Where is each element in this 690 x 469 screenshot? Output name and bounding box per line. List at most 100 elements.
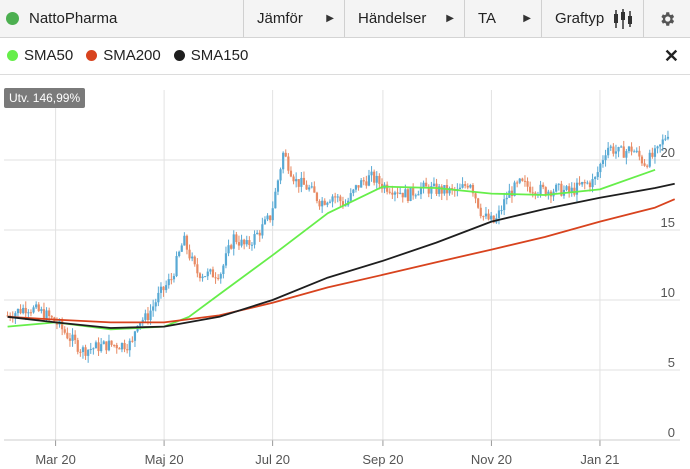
- candle-up: [417, 194, 420, 196]
- candle-up: [360, 180, 363, 188]
- candle-down: [188, 249, 191, 259]
- candle-up: [279, 169, 282, 181]
- candle-down: [471, 185, 475, 194]
- candle-down: [560, 183, 563, 196]
- candle-up: [100, 344, 103, 352]
- candle-up: [627, 146, 631, 152]
- candle-up: [664, 138, 667, 140]
- instrument-title-cell[interactable]: NattoPharma: [0, 0, 244, 37]
- candle-down: [477, 198, 480, 208]
- settings-button[interactable]: [644, 0, 689, 37]
- candle-down: [516, 182, 519, 184]
- candle-down: [646, 165, 649, 167]
- candle-down: [323, 200, 326, 205]
- gear-icon: [660, 11, 674, 26]
- candle-down: [622, 146, 625, 158]
- candle-up: [331, 196, 334, 202]
- y-tick-label: 20: [661, 145, 675, 160]
- candle-up: [458, 187, 462, 190]
- candle-down: [412, 187, 415, 196]
- candle-up: [308, 187, 311, 190]
- events-menu[interactable]: Händelser ▶: [345, 0, 465, 37]
- candle-up: [591, 179, 594, 188]
- candle-up: [633, 151, 636, 153]
- candle-down: [110, 340, 113, 345]
- candle-up: [594, 177, 597, 180]
- candle-up: [253, 234, 256, 245]
- candle-up: [219, 274, 222, 279]
- candle-up: [432, 183, 436, 186]
- x-tick-label: Sep 20: [362, 452, 403, 467]
- candle-down: [131, 340, 134, 342]
- candle-down: [492, 215, 495, 223]
- candle-down: [313, 186, 316, 193]
- candle-up: [648, 152, 651, 167]
- series-line-sma200: [7, 198, 676, 324]
- candle-down: [118, 348, 121, 350]
- candle-down: [362, 180, 365, 182]
- candle-down: [529, 186, 532, 193]
- candle-up: [601, 160, 605, 165]
- candle-down: [198, 273, 202, 279]
- triangle-right-icon: ▶: [446, 13, 454, 24]
- candle-up: [469, 185, 472, 188]
- candle-up: [352, 189, 355, 194]
- candle-up: [191, 256, 194, 259]
- x-tick-label: Mar 20: [35, 452, 75, 467]
- candle-down: [50, 316, 53, 318]
- ta-menu-label: TA: [478, 10, 497, 27]
- candle-down: [334, 196, 337, 198]
- candle-up: [180, 245, 183, 252]
- close-icon[interactable]: ✕: [663, 46, 679, 66]
- candle-up: [321, 200, 324, 207]
- candle-up: [596, 172, 599, 178]
- candle-down: [126, 349, 129, 351]
- candle-up: [328, 201, 332, 203]
- candle-up: [139, 322, 142, 326]
- candlestick-icon: [614, 8, 632, 29]
- candle-down: [302, 177, 306, 185]
- status-dot: [6, 12, 19, 25]
- y-tick-label: 5: [668, 355, 675, 370]
- candle-down: [74, 334, 77, 341]
- candle-up: [227, 245, 230, 254]
- candle-up: [518, 178, 521, 183]
- candle-up: [232, 234, 235, 249]
- candle-up: [547, 191, 550, 196]
- candle-up: [599, 164, 602, 173]
- candle-down: [105, 341, 108, 351]
- candle-up: [620, 146, 623, 148]
- candle-up: [490, 215, 493, 220]
- x-tick-label: Jan 21: [580, 452, 619, 467]
- candle-up: [367, 175, 371, 186]
- candle-up: [604, 155, 607, 161]
- candle-up: [430, 185, 433, 194]
- candle-down: [544, 187, 547, 196]
- legend-item-sma50[interactable]: SMA50: [7, 47, 73, 64]
- candle-up: [326, 202, 329, 205]
- y-tick-label: 10: [661, 285, 675, 300]
- candle-up: [581, 181, 584, 185]
- price-chart[interactable]: 0 5 10 15 20 Mar 20 Maj 20 Jul 20 Sep 20 Nov 20 Ja…: [0, 75, 690, 469]
- candle-down: [185, 235, 189, 250]
- charttype-menu[interactable]: Graftyp: [542, 0, 644, 37]
- candle-down: [521, 178, 524, 181]
- candle-down: [193, 256, 196, 265]
- candle-up: [16, 308, 20, 314]
- candle-down: [76, 340, 79, 352]
- candle-down: [61, 320, 64, 330]
- legend-item-sma150[interactable]: SMA150: [173, 47, 248, 64]
- candle-down: [534, 192, 537, 195]
- x-tick-label: Nov 20: [471, 452, 512, 467]
- candle-up: [513, 182, 516, 197]
- candle-up: [500, 210, 503, 212]
- candle-up: [414, 195, 417, 197]
- candle-up: [128, 340, 131, 351]
- candle-up: [40, 309, 43, 311]
- legend-item-sma200[interactable]: SMA200: [86, 47, 161, 64]
- compare-menu[interactable]: Jämför ▶: [244, 0, 345, 37]
- toolbar: NattoPharma Jämför ▶ Händelser ▶ TA ▶ Gr…: [0, 0, 690, 38]
- candle-down: [630, 146, 633, 152]
- ta-menu[interactable]: TA ▶: [465, 0, 542, 37]
- candle-up: [157, 292, 160, 303]
